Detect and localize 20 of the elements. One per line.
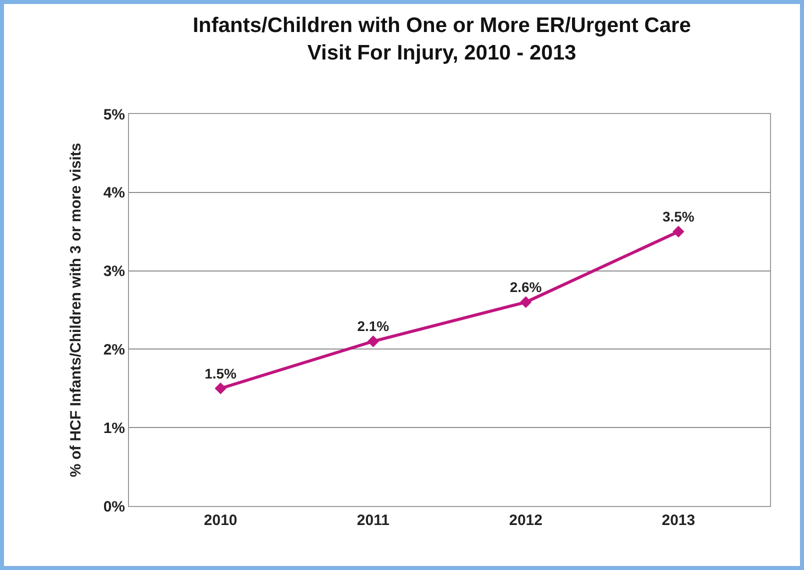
- chart-title: Infants/Children with One or More ER/Urgent Care Visit For Injury, 2010 - 2013: [192, 14, 691, 64]
- data-label: 1.5%: [204, 365, 238, 382]
- y-tick-label: 5%: [103, 106, 125, 124]
- y-tick-label: 3%: [103, 263, 125, 280]
- y-axis-title: % of HCF Infants/Children with 3 or more visits: [68, 142, 85, 478]
- y-tick-label: 4%: [103, 184, 125, 202]
- y-tick-label: 1%: [103, 420, 125, 437]
- point: [672, 226, 684, 238]
- data-label: 2.1%: [357, 318, 390, 334]
- point: [520, 296, 532, 308]
- data-label: 3.5%: [662, 208, 695, 224]
- point: [214, 382, 226, 394]
- x-tick-label: 2012: [509, 512, 542, 529]
- point: [367, 336, 380, 348]
- x-tick-label: 2010: [204, 512, 238, 529]
- y-tick-label: 2%: [103, 341, 125, 358]
- x-tick-label: 2011: [356, 512, 390, 529]
- y-tick-label: 0%: [103, 498, 125, 516]
- x-tick-label: 2013: [662, 512, 696, 529]
- data-label: 2.6%: [510, 279, 542, 296]
